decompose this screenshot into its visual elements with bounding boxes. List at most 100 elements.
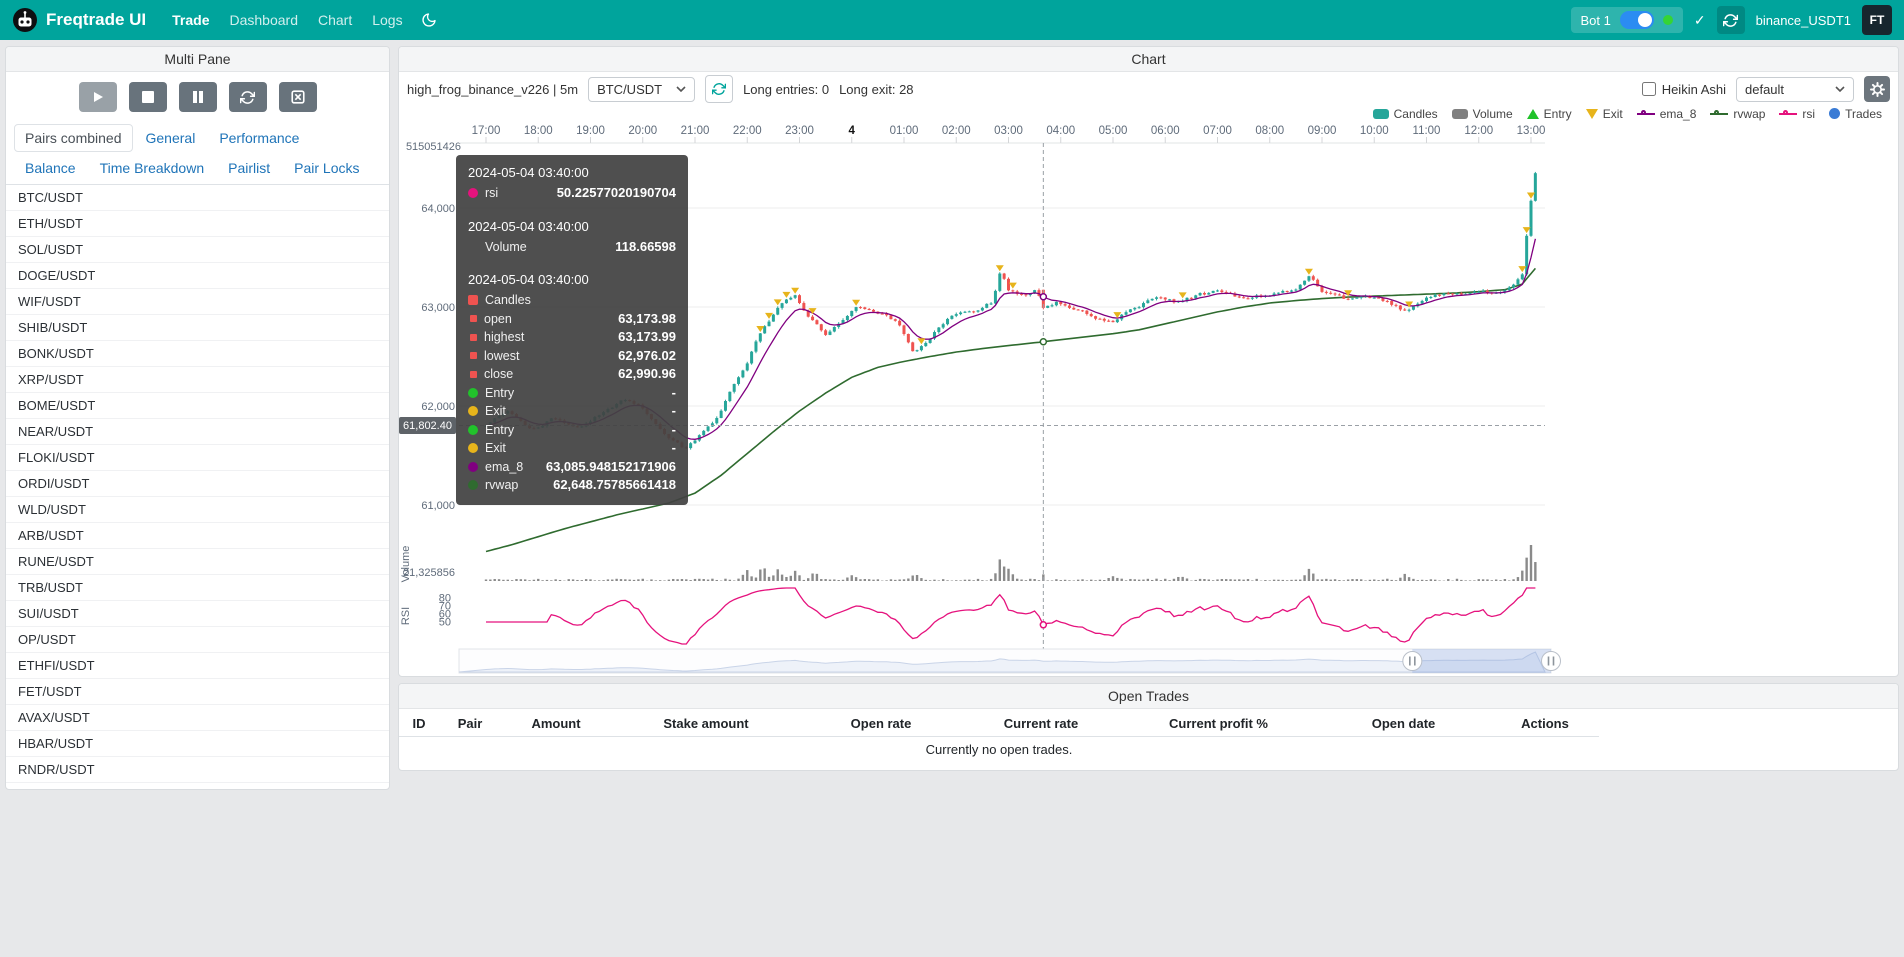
pair-list-item[interactable]: BTC/USDT — [6, 185, 389, 211]
exit-marker — [765, 312, 774, 319]
tab-general[interactable]: General — [145, 130, 196, 146]
start-bot-button[interactable] — [78, 82, 117, 112]
tab-performance[interactable]: Performance — [219, 130, 300, 146]
chart-legend: Candles Volume Entry Exit ema_8 rvwap rsi Trade… — [399, 106, 1898, 121]
navbar-right: Bot 1 ✓ binance_USDT1 FT — [1570, 5, 1892, 35]
pair-list-item[interactable]: WIF/USDT — [6, 289, 389, 315]
plot-config-select[interactable]: default — [1736, 76, 1854, 102]
column-current-profit-: Current profit % — [1121, 711, 1316, 737]
legend-rvwap[interactable]: rvwap — [1710, 107, 1765, 121]
exit-marker — [917, 338, 926, 345]
legend-label: Entry — [1543, 106, 1572, 121]
legend-ema-8[interactable]: ema_8 — [1636, 107, 1696, 121]
reload-bot-button[interactable] — [1716, 6, 1745, 34]
pair-list-item[interactable]: RNDR/USDT — [6, 757, 389, 783]
datazoom-navigator[interactable] — [458, 648, 1561, 674]
open-trades-panel: Open Trades ID Pair Amount Stake amount Open… — [398, 683, 1899, 771]
pair-list-item[interactable]: SHIB/USDT — [6, 315, 389, 341]
legend-rsi[interactable]: rsi — [1779, 107, 1815, 121]
pair-list-item[interactable]: AVAX/USDT — [6, 705, 389, 731]
nav-item-trade[interactable]: Trade — [172, 12, 210, 28]
pair-list-item[interactable]: ORDI/USDT — [6, 471, 389, 497]
pair-list-item[interactable]: NEAR/USDT — [6, 419, 389, 445]
bot-selector[interactable]: Bot 1 — [1570, 7, 1683, 33]
candles-layer — [484, 171, 1537, 450]
plot-settings-button[interactable] — [1864, 76, 1890, 102]
pair-list-item[interactable]: DOGE/USDT — [6, 263, 389, 289]
gear-icon — [1869, 81, 1885, 97]
user-avatar[interactable]: FT — [1862, 5, 1892, 35]
chart-plot[interactable]: 64,000 63,000 62,000 61,000 515051426 17:00 18… — [399, 121, 1898, 677]
stop-bot-button[interactable] — [128, 82, 167, 112]
pair-list-item[interactable]: SUI/USDT — [6, 601, 389, 627]
legend-entry[interactable]: Entry — [1526, 106, 1572, 121]
legend-marker — [1829, 108, 1841, 119]
pair-list-item[interactable]: ETHFI/USDT — [6, 653, 389, 679]
tab-balance[interactable]: Balance — [25, 160, 76, 176]
reload-bot-button[interactable] — [228, 82, 267, 112]
stop-icon — [141, 91, 154, 103]
exit-marker — [1344, 290, 1353, 297]
svg-text:04:00: 04:00 — [1046, 125, 1075, 137]
theme-toggle-button[interactable] — [421, 12, 437, 28]
heikin-ashi-checkbox[interactable] — [1641, 82, 1656, 96]
datazoom-handle-left[interactable] — [1402, 651, 1423, 671]
open-trades-title: Open Trades — [399, 684, 1898, 709]
column-pair: Pair — [439, 711, 501, 737]
bot-toggle[interactable] — [1619, 11, 1654, 29]
svg-text:05:00: 05:00 — [1099, 125, 1128, 137]
price-chart[interactable]: 64,000 63,000 62,000 61,000 515051426 17:00 18… — [399, 121, 1898, 677]
pair-list-item[interactable]: ETH/USDT — [6, 211, 389, 237]
pair-list-item[interactable]: FET/USDT — [6, 679, 389, 705]
legend-label: rsi — [1802, 106, 1816, 121]
pair-list-item[interactable]: AR/USDT — [6, 783, 389, 789]
column-stake-amount: Stake amount — [611, 711, 801, 737]
pair-list-item[interactable]: HBAR/USDT — [6, 731, 389, 757]
refresh-chart-button[interactable] — [705, 75, 734, 103]
svg-text:70: 70 — [439, 601, 451, 613]
tab-time-breakdown[interactable]: Time Breakdown — [99, 160, 205, 176]
tab-pairlist[interactable]: Pairlist — [228, 160, 271, 176]
pause-bot-button[interactable] — [178, 82, 217, 112]
exit-marker — [1522, 227, 1531, 234]
svg-text:10:00: 10:00 — [1360, 125, 1389, 137]
pair-list-item[interactable]: XRP/USDT — [6, 367, 389, 393]
svg-text:21,325856: 21,325856 — [403, 567, 455, 579]
pair-list-item[interactable]: RUNE/USDT — [6, 549, 389, 575]
bot-online-dot — [1662, 15, 1673, 25]
datazoom-selection — [1412, 649, 1551, 673]
legend-marker — [1451, 108, 1468, 119]
multi-pane-title: Multi Pane — [6, 47, 389, 72]
legend-label: rvwap — [1733, 106, 1766, 121]
legend-marker — [1585, 108, 1598, 119]
pair-list-item[interactable]: BONK/USDT — [6, 341, 389, 367]
pair-list-item[interactable]: WLD/USDT — [6, 497, 389, 523]
pair-list-item[interactable]: TRB/USDT — [6, 575, 389, 601]
tab-pair-locks[interactable]: Pair Locks — [294, 160, 360, 176]
column-current-rate: Current rate — [961, 711, 1121, 737]
check-icon: ✓ — [1693, 11, 1706, 28]
tab-pairs-combined[interactable]: Pairs combined — [14, 124, 133, 152]
empty-trades-message: Currently no open trades. — [925, 742, 1073, 757]
pair-list-item[interactable]: ARB/USDT — [6, 523, 389, 549]
svg-text:61,000: 61,000 — [421, 500, 455, 512]
pair-list-item[interactable]: FLOKI/USDT — [6, 445, 389, 471]
pair-list-item[interactable]: OP/USDT — [6, 627, 389, 653]
nav-item-logs[interactable]: Logs — [372, 12, 403, 28]
square-x-icon — [290, 89, 306, 105]
pair-list-item[interactable]: SOL/USDT — [6, 237, 389, 263]
legend-volume[interactable]: Volume — [1451, 107, 1513, 121]
pair-select[interactable]: BTC/USDT — [588, 76, 696, 102]
app-brand[interactable]: Freqtrade UI — [12, 7, 146, 33]
exit-marker — [1304, 268, 1313, 275]
pair-list-item[interactable]: BOME/USDT — [6, 393, 389, 419]
legend-candles[interactable]: Candles — [1372, 107, 1438, 121]
datazoom-handle-right[interactable] — [1541, 651, 1561, 671]
nav-item-chart[interactable]: Chart — [318, 12, 353, 28]
heikin-ashi-toggle[interactable]: Heikin Ashi — [1641, 82, 1726, 97]
cancel-open-orders-bot-button[interactable] — [278, 82, 317, 112]
rsi-line — [486, 587, 1536, 645]
nav-item-dashboard[interactable]: Dashboard — [229, 12, 299, 28]
legend-trades[interactable]: Trades — [1829, 107, 1882, 121]
legend-exit[interactable]: Exit — [1585, 107, 1623, 121]
